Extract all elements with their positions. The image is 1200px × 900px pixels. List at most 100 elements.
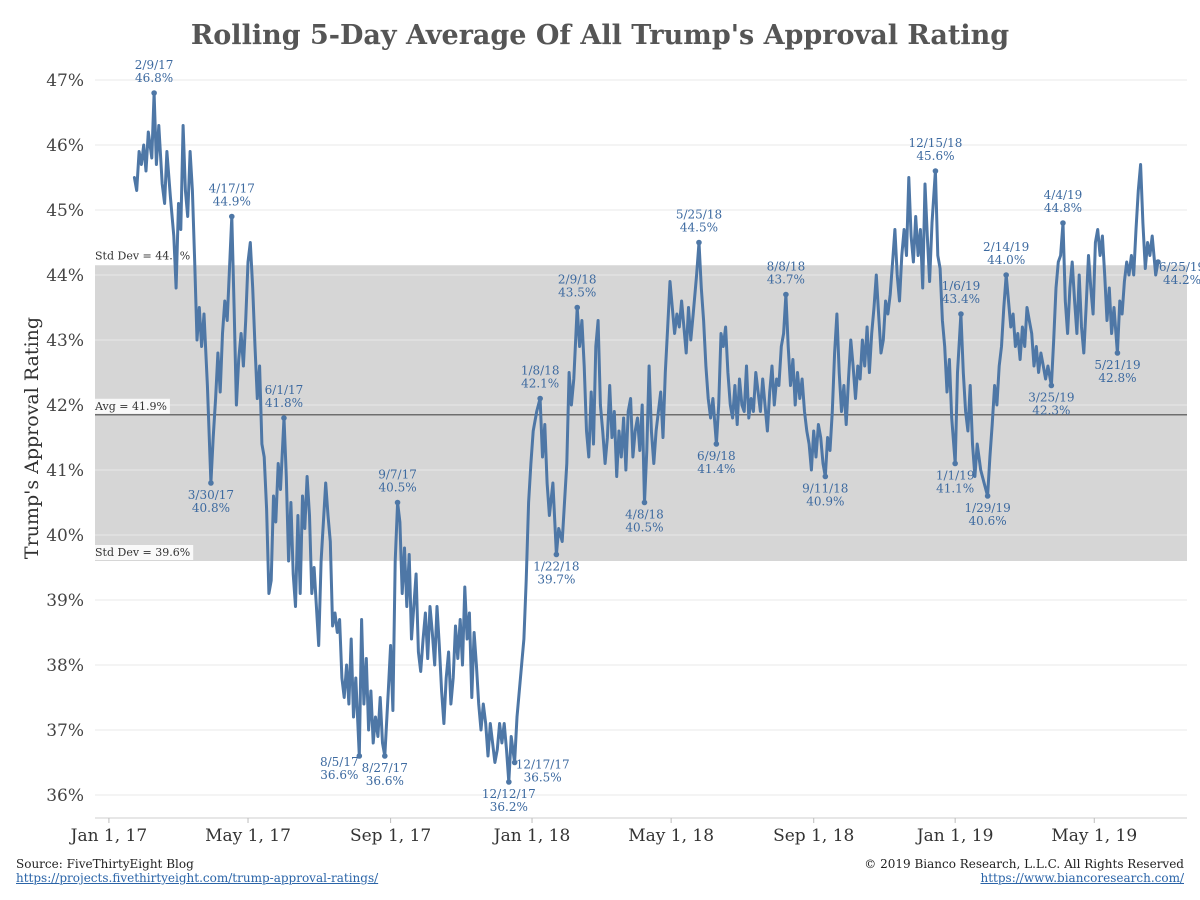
x-tick-label: Jan 1, 19 [915,826,994,846]
annotation-date: 1/1/19 [936,469,975,483]
annotation-date: 12/12/17 [482,787,536,801]
annotation-value: 40.5% [625,521,663,535]
annotation-value: 36.5% [524,771,562,785]
annotation-date: 3/30/17 [188,488,234,502]
site-link[interactable]: https://www.biancoresearch.com/ [980,871,1184,885]
annotation-value: 42.8% [1098,371,1136,385]
annotation-date: 1/8/18 [521,364,560,378]
annotation-date: 6/25/19 [1159,260,1200,274]
x-tick-label: Sep 1, 18 [773,826,854,846]
annotation-date: 9/11/18 [802,482,848,496]
annotation-date: 1/29/19 [964,501,1010,515]
annotation-point [1003,272,1009,278]
annotation-value: 39.7% [537,573,575,587]
std-dev-low-label-bg [94,545,194,560]
std-dev-high-label-text: Std Dev = 44.1% [95,249,190,262]
footer-right: © 2019 Bianco Research, L.L.C. All Right… [864,857,1184,885]
y-tick-label: 38% [46,656,84,676]
annotation-point [958,311,964,317]
annotation-point [228,213,235,220]
x-tick-label: May 1, 17 [205,826,291,846]
annotation-point [713,441,720,447]
annotation-value: 44.8% [1044,201,1082,215]
annotation-date: 2/9/17 [135,58,174,72]
annotation-value: 40.5% [378,481,416,495]
copyright-note: © 2019 Bianco Research, L.L.C. All Right… [864,857,1184,871]
annotation-value: 42.3% [1032,404,1070,418]
annotation-point [984,493,991,499]
annotation-date: 8/8/18 [767,260,806,274]
y-tick-label: 41% [46,461,84,481]
annotation-point [394,499,401,506]
annotation-point [208,480,214,486]
x-tick-label: May 1, 18 [628,826,714,846]
annotation-value: 44.0% [987,253,1025,267]
annotation-point [641,499,648,506]
annotation-point [511,759,518,766]
x-tick-label: Sep 1, 17 [350,826,431,846]
annotation-point [1060,220,1066,226]
y-tick-label: 46% [46,136,84,156]
annotation-point [952,460,958,467]
annotation-point [553,551,560,558]
annotation-point [1114,350,1121,356]
annotation-value: 40.9% [806,495,844,509]
annotation-point [783,291,789,298]
annotation-value: 46.8% [135,71,173,85]
y-tick-label: 47% [46,71,84,91]
annotation-date: 1/6/19 [942,279,981,293]
annotation-date: 2/9/18 [558,273,597,287]
annotation-value: 43.4% [942,292,980,306]
annotation-date: 12/15/18 [908,136,962,150]
annotation-value: 43.5% [558,286,596,300]
avg-label-text: Avg = 41.9% [94,400,167,413]
annotation-value: 44.9% [213,195,251,209]
annotation-point [356,753,363,759]
annotation-date: 6/9/18 [697,449,736,463]
source-link[interactable]: https://projects.fivethirtyeight.com/tru… [16,871,379,885]
annotation-point [506,779,512,785]
annotation-date: 9/7/17 [378,468,417,482]
annotation-value: 40.6% [969,514,1007,528]
plot-area: 36% 37% 38% 39% 40% 41% 42% 43% 44% 45% 46% 47% Std … [46,58,1200,846]
annotation-value: 41.4% [697,462,735,476]
annotation-value: 36.6% [366,774,404,788]
annotation-point [574,304,581,311]
annotation-value: 44.5% [680,221,718,235]
annotation-value: 41.1% [936,482,974,496]
annotation-point [932,168,939,174]
annotation-date: 4/8/18 [625,508,664,522]
y-axis-label: Trump's Approval Rating [21,317,43,559]
x-tick-label: Jan 1, 18 [492,826,571,846]
annotation-point [1155,259,1161,265]
annotation-date: 1/22/18 [533,560,579,574]
y-tick-label: 42% [46,396,84,416]
annotation-point [281,415,287,421]
annotation-date: 5/21/19 [1094,358,1140,372]
annotation-date: 12/17/17 [516,758,570,772]
y-tick-label: 45% [46,201,84,221]
y-tick-label: 36% [46,786,84,806]
chart-title: Rolling 5-Day Average Of All Trump's App… [191,20,1009,51]
